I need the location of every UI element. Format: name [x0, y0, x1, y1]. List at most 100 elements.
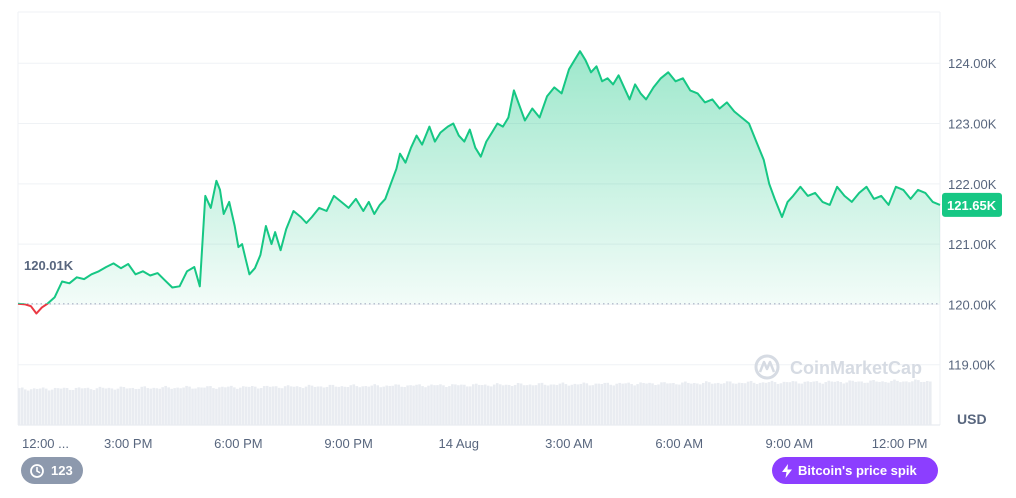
volume-bar [289, 386, 293, 425]
volume-bar [215, 388, 218, 425]
volume-bar [567, 385, 571, 425]
volume-bar [546, 385, 550, 425]
volume-bar [597, 383, 601, 425]
volume-bar [869, 380, 872, 425]
volume-bar [663, 382, 666, 425]
volume-bar [696, 383, 699, 425]
volume-bar [573, 383, 577, 425]
volume-bar [179, 388, 182, 425]
volume-bar [929, 381, 932, 425]
volume-bar [358, 387, 362, 425]
volume-bar [307, 384, 311, 425]
volume-bar [283, 386, 287, 425]
volume-bar [678, 384, 681, 425]
lightning-icon [782, 463, 792, 478]
volume-bar [908, 382, 911, 425]
volume-bar [528, 384, 532, 425]
volume-bar [161, 387, 164, 425]
volume-bar [537, 383, 541, 425]
volume-bar [86, 387, 90, 425]
volume-bar [331, 384, 335, 425]
volume-bar [325, 386, 329, 425]
current-price-text: 121.65K [947, 198, 997, 213]
volume-bar [779, 383, 783, 425]
news-button[interactable]: Bitcoin's price spik [772, 457, 938, 484]
volume-bar [212, 388, 215, 425]
volume-bar [507, 384, 511, 425]
volume-bar [68, 389, 72, 425]
coinmarketcap-logo-icon [754, 354, 780, 380]
volume-bar [803, 381, 807, 425]
volume-bar [274, 386, 278, 425]
volume-bar [743, 383, 747, 425]
volume-bar [827, 380, 831, 425]
volume-bar [534, 385, 538, 425]
volume-bar [725, 381, 729, 425]
history-icon [30, 463, 44, 478]
volume-bar [878, 381, 881, 425]
volume-bar [406, 385, 409, 425]
volume-bar [660, 382, 663, 425]
volume-bar [540, 382, 544, 425]
volume-bar [457, 385, 460, 425]
volume-bar [609, 384, 612, 425]
volume-bar [313, 386, 317, 425]
volume-bar [191, 388, 194, 425]
volume-bar [131, 387, 135, 425]
volume-bar [445, 386, 448, 425]
volume-bar [376, 385, 380, 425]
y-tick-label: 124.00K [948, 56, 997, 71]
volume-bar [669, 383, 672, 425]
volume-bar [188, 386, 191, 425]
volume-bar [346, 386, 350, 425]
volume-bar [337, 386, 341, 425]
volume-bar [104, 388, 108, 425]
volume-bar [570, 384, 574, 425]
volume-bar [899, 382, 902, 425]
volume-bar [681, 382, 684, 425]
volume-bar [394, 384, 397, 425]
volume-bar [591, 385, 595, 425]
volume-bar [615, 383, 618, 425]
history-button[interactable]: 123 [21, 457, 83, 484]
volume-bar [926, 381, 929, 425]
volume-bar [588, 385, 592, 425]
volume-bar [486, 385, 490, 425]
volume-bar [137, 388, 141, 425]
x-tick-label: 12:00 ... [22, 436, 69, 451]
volume-bar [863, 382, 866, 425]
volume-bar [857, 381, 860, 425]
volume-bar [579, 383, 583, 425]
volume-bar [277, 387, 281, 425]
y-tick-label: 123.00K [948, 117, 997, 132]
volume-bar [475, 383, 478, 425]
volume-bar [483, 384, 487, 425]
news-headline: Bitcoin's price spik [798, 463, 917, 478]
volume-bar [746, 381, 750, 425]
volume-bar [911, 381, 914, 425]
volume-bar [728, 381, 732, 425]
volume-bar [749, 380, 753, 425]
volume-bar [155, 388, 158, 425]
volume-bar [920, 382, 923, 425]
volume-bar [755, 383, 759, 425]
y-axis: 119.00K 120.00K 121.00K 122.00K 123.00K 124.0… [948, 56, 997, 372]
price-area [18, 51, 940, 304]
x-tick-label: 3:00 AM [545, 436, 593, 451]
volume-bar [20, 387, 24, 425]
volume-bar [466, 386, 469, 425]
volume-bar [116, 388, 120, 425]
volume-bar [812, 381, 816, 425]
volume-bar [552, 384, 556, 425]
volume-bar [489, 386, 493, 425]
volume-bar [415, 384, 418, 425]
volume-bar [451, 384, 454, 425]
x-tick-label: 12:00 PM [872, 436, 928, 451]
volume-bar [253, 386, 257, 425]
volume-bar [107, 387, 111, 425]
volume-bar [412, 385, 415, 425]
volume-bar [89, 389, 93, 425]
volume-bar [890, 380, 893, 425]
